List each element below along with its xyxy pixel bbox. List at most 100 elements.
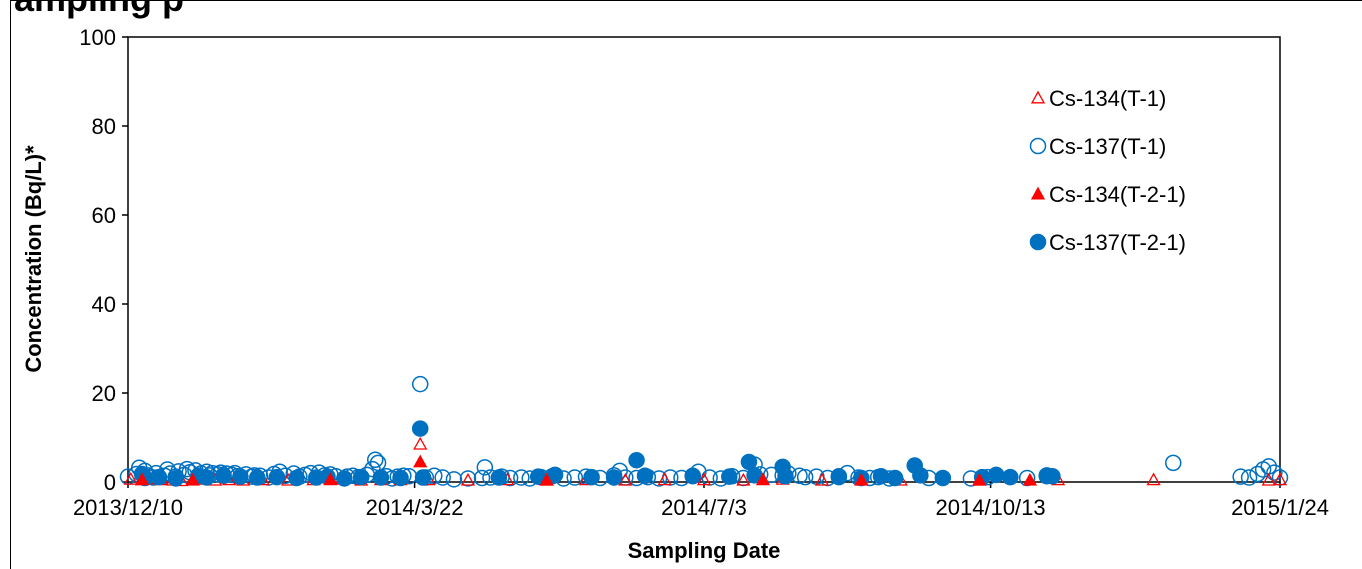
data-point — [414, 469, 432, 486]
data-point — [912, 467, 929, 484]
series-Cs-134(T-2-1) — [134, 454, 1038, 486]
data-point — [490, 469, 508, 486]
data-point — [198, 469, 215, 486]
data-point — [1022, 472, 1038, 486]
data-point — [364, 460, 381, 478]
data-point — [618, 472, 633, 486]
x-tick-label: 2014/3/22 — [366, 495, 464, 520]
x-tick-label: 2015/1/24 — [1231, 495, 1329, 520]
y-tick-label: 80 — [92, 114, 116, 139]
data-point — [513, 469, 530, 486]
data-point — [1272, 472, 1288, 486]
legend-label: Cs-137(T-2-1) — [1049, 230, 1186, 255]
y-tick-label: 100 — [79, 25, 116, 50]
data-point — [1261, 472, 1276, 486]
y-tick-label: 40 — [92, 292, 116, 317]
series-Cs-137(T-2-1) — [133, 420, 1061, 487]
legend-marker — [1030, 186, 1046, 200]
data-point — [150, 468, 168, 486]
y-tick-label: 60 — [92, 203, 116, 228]
data-point — [167, 470, 185, 487]
data-point — [372, 469, 390, 486]
data-points — [119, 375, 1289, 488]
data-point — [336, 470, 353, 487]
data-point — [411, 375, 429, 393]
data-point — [684, 467, 702, 485]
data-point — [268, 468, 286, 486]
data-point — [434, 469, 451, 486]
data-point — [1164, 454, 1182, 472]
data-point — [185, 472, 200, 486]
data-point — [696, 472, 712, 486]
axis-ticks: 0 20 40 60 80 100 2013/12/10 2014/3/22 2014/7/3 2… — [73, 25, 1329, 520]
legend-marker — [1030, 90, 1046, 104]
data-point — [473, 469, 491, 487]
legend-label: Cs-134(T-2-1) — [1049, 182, 1186, 207]
data-point — [413, 454, 428, 468]
data-point — [605, 469, 623, 486]
data-point — [814, 472, 830, 486]
data-point — [777, 467, 794, 485]
data-point — [872, 467, 890, 485]
data-point — [736, 472, 751, 486]
data-point — [721, 468, 738, 485]
data-point — [134, 472, 150, 486]
legend-item: Cs-134(T-1) — [1030, 86, 1166, 111]
data-point — [248, 469, 266, 486]
data-point — [352, 468, 370, 486]
legend-item: Cs-137(T-1) — [1029, 134, 1166, 159]
x-axis-title: Sampling Date — [628, 538, 781, 563]
data-point — [636, 467, 654, 485]
x-tick-label: 2013/12/10 — [73, 495, 183, 520]
data-point — [288, 469, 305, 487]
data-point — [323, 472, 338, 486]
data-point — [539, 472, 554, 486]
legend-label: Cs-134(T-1) — [1049, 86, 1166, 111]
data-point — [1232, 468, 1249, 485]
data-point — [1044, 467, 1061, 485]
y-tick-label: 0 — [104, 470, 116, 495]
page-title-fragment: ampling p — [14, 0, 184, 20]
data-point — [1240, 469, 1258, 486]
data-point — [1266, 464, 1283, 481]
y-tick-label: 20 — [92, 381, 116, 406]
data-point — [583, 468, 600, 486]
data-point — [392, 469, 409, 487]
data-point — [476, 459, 494, 476]
data-point — [460, 472, 476, 486]
data-point — [232, 468, 249, 485]
data-point — [972, 472, 987, 486]
data-point — [445, 471, 463, 488]
legend-marker — [1029, 233, 1047, 251]
legend-label: Cs-137(T-1) — [1049, 134, 1166, 159]
data-point — [566, 469, 584, 486]
data-point — [459, 470, 477, 487]
chart-frame — [10, 0, 1362, 569]
legend-marker — [1029, 137, 1047, 155]
data-point — [367, 451, 384, 468]
data-point — [123, 471, 138, 485]
data-point — [369, 454, 387, 472]
x-tick-label: 2014/10/13 — [936, 495, 1046, 520]
data-point — [628, 451, 645, 469]
data-point — [411, 420, 429, 437]
data-point — [657, 472, 672, 486]
data-point — [987, 466, 1005, 484]
data-point — [215, 467, 232, 484]
y-axis-title: Concentration (Bq/L)* — [21, 145, 46, 373]
data-point — [934, 469, 952, 487]
x-tick-label: 2014/7/3 — [661, 495, 747, 520]
legend-item: Cs-137(T-2-1) — [1029, 230, 1186, 255]
data-point — [886, 469, 904, 487]
data-point — [796, 468, 814, 486]
legend-item: Cs-134(T-2-1) — [1030, 182, 1186, 207]
data-point — [1249, 465, 1266, 483]
data-point — [1146, 472, 1161, 486]
data-point — [755, 472, 771, 486]
data-point — [1002, 468, 1019, 486]
legend: Cs-134(T-1) Cs-137(T-1) Cs-134(T-2-1) Cs-13… — [1029, 86, 1186, 255]
data-point — [413, 436, 428, 450]
data-point — [854, 472, 869, 486]
data-point — [830, 468, 848, 486]
